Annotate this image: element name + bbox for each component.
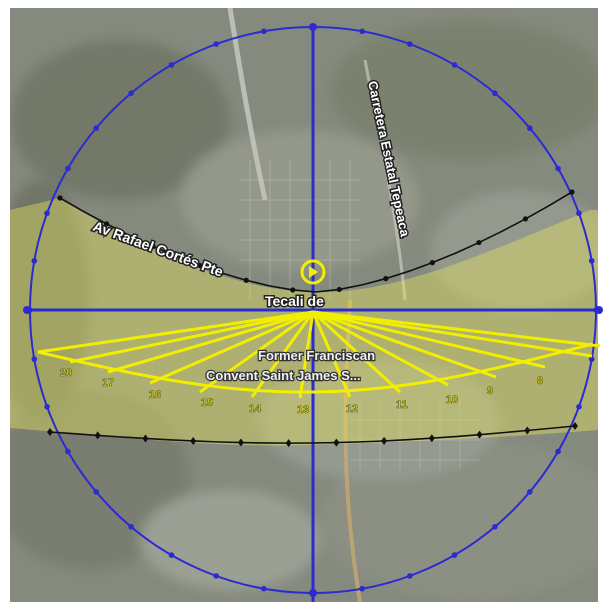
poi-label-former-convent: Former Franciscan — [258, 348, 375, 363]
compass-tick — [588, 258, 595, 264]
compass-tick — [31, 356, 38, 362]
hour-ray — [149, 310, 314, 385]
hour-ray — [199, 310, 314, 394]
lower-path-marker — [524, 426, 531, 435]
winter-path-marker — [290, 287, 296, 293]
compass-tick — [261, 585, 267, 592]
hour-label: 16 — [149, 389, 161, 401]
lower-path-marker — [333, 438, 340, 447]
lower-path-marker — [142, 434, 149, 443]
compass-tick — [406, 41, 413, 47]
winter-sun-path — [47, 189, 578, 448]
poi-label-convent-line2: Convent Saint James S... — [206, 368, 361, 383]
lower-path-marker — [381, 436, 388, 445]
hour-ray — [250, 311, 315, 398]
lower-path-line — [49, 425, 576, 444]
lower-path-marker — [237, 438, 244, 447]
compass-tick — [128, 90, 134, 97]
hour-label: 15 — [201, 397, 213, 409]
winter-path-marker — [57, 195, 63, 201]
hour-label: 12 — [346, 403, 358, 415]
compass-tick — [168, 552, 175, 558]
compass-tick — [451, 62, 458, 68]
compass-tick — [576, 403, 582, 410]
compass-tick — [168, 62, 175, 68]
hour-ray — [312, 310, 449, 387]
winter-path-marker — [336, 286, 342, 293]
compass-tick — [359, 585, 365, 592]
compass-tick — [526, 489, 533, 495]
daylight-band — [10, 198, 598, 446]
hour-arc — [37, 342, 593, 394]
compass-tick — [65, 448, 71, 455]
compass-tick — [492, 90, 498, 97]
compass-tick — [555, 165, 561, 172]
winter-path-marker — [383, 276, 389, 282]
winter-path-marker — [243, 277, 249, 283]
lower-path-marker — [476, 430, 483, 439]
compass-tick — [576, 210, 582, 217]
winter-path-marker — [522, 216, 529, 222]
compass-tick — [261, 28, 267, 35]
summer-path-line — [37, 342, 593, 394]
hour-label: 8 — [537, 375, 543, 387]
compass-tick — [359, 28, 365, 35]
compass-tick — [492, 523, 498, 530]
compass-tick — [31, 258, 38, 264]
lower-path-marker — [428, 434, 435, 443]
winter-path-marker — [429, 260, 435, 266]
winter-path-marker — [197, 262, 203, 268]
compass-tick — [65, 165, 71, 172]
winter-path-marker — [569, 189, 575, 195]
hour-ray — [69, 310, 314, 364]
terrain-texture — [10, 8, 598, 602]
hour-ray — [298, 311, 315, 399]
lower-path-marker — [285, 439, 292, 448]
compass-tick — [128, 523, 134, 530]
hour-ray — [312, 310, 593, 358]
lower-path-marker — [572, 422, 578, 430]
compass-tick — [588, 356, 595, 362]
compass-tick — [44, 210, 50, 217]
compass-tick — [93, 489, 100, 495]
lower-path-marker — [190, 436, 197, 445]
hour-label: 20 — [60, 367, 72, 379]
location-pin-icon[interactable] — [300, 259, 326, 285]
hour-label: 13 — [297, 404, 309, 416]
hour-ray — [107, 310, 314, 374]
winter-path-line — [59, 191, 573, 293]
hour-label: 17 — [102, 377, 114, 389]
hour-label: 14 — [249, 403, 262, 415]
compass-tick — [213, 573, 220, 579]
hour-ray — [312, 310, 497, 379]
hour-ray — [312, 310, 601, 348]
hour-label: 11 — [396, 399, 408, 411]
hour-label: 9 — [487, 385, 493, 397]
compass-tick — [555, 448, 561, 455]
compass-tick — [44, 403, 50, 410]
hour-ray — [311, 310, 402, 394]
winter-path-marker — [150, 243, 156, 249]
place-label: Tecali de — [265, 293, 324, 309]
winter-path-marker — [103, 221, 110, 227]
hour-label: 10 — [446, 394, 458, 406]
hour-ray — [312, 310, 546, 369]
compass-tick — [93, 125, 100, 131]
winter-path-marker — [476, 239, 482, 246]
hour-labels: 20 17 16 15 14 13 12 11 10 9 8 — [60, 367, 544, 417]
hour-ray — [311, 311, 352, 398]
compass-tick — [406, 573, 413, 579]
hour-ray — [37, 310, 314, 354]
lower-path-marker — [47, 428, 53, 436]
compass-tick — [526, 125, 533, 131]
compass-tick — [451, 552, 458, 558]
compass-tick — [213, 41, 220, 47]
hour-rays — [37, 310, 601, 399]
lower-path-marker — [94, 431, 101, 440]
